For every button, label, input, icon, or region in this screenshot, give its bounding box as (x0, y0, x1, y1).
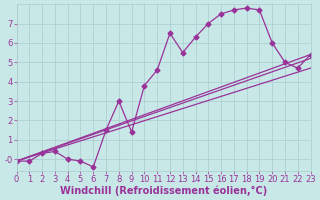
X-axis label: Windchill (Refroidissement éolien,°C): Windchill (Refroidissement éolien,°C) (60, 185, 267, 196)
